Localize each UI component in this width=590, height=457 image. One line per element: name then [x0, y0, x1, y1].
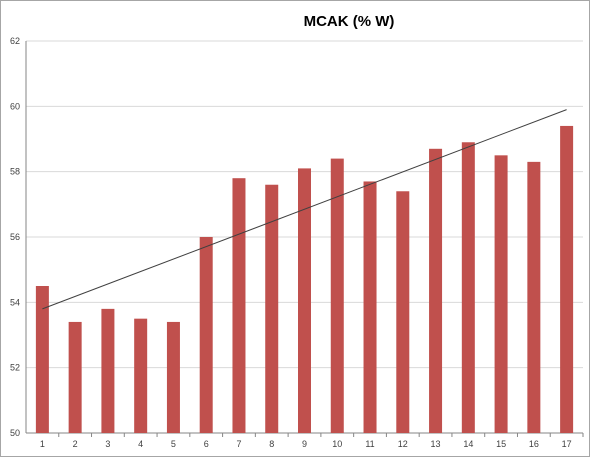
x-tick-label: 10 [332, 439, 342, 449]
bar [134, 318, 148, 433]
bar [199, 237, 213, 433]
x-tick-label: 3 [105, 439, 110, 449]
x-tick-label: 4 [138, 439, 143, 449]
trendline-group [42, 109, 567, 310]
bar [166, 321, 180, 433]
y-tick-label: 60 [10, 101, 20, 111]
bar [560, 125, 574, 433]
y-tick-label: 54 [10, 297, 20, 307]
y-tick-label: 56 [10, 232, 20, 242]
y-tick-label: 62 [10, 36, 20, 46]
bar [396, 191, 410, 433]
bar [363, 181, 377, 433]
x-tick-label: 17 [562, 439, 572, 449]
x-tick-label: 6 [204, 439, 209, 449]
x-tick-label: 8 [269, 439, 274, 449]
x-tick-label: 5 [171, 439, 176, 449]
bar [429, 148, 443, 434]
x-tick-label: 2 [73, 439, 78, 449]
y-tick-labels: 50 52 54 56 58 60 62 [10, 36, 20, 438]
bar [494, 155, 508, 434]
bar [68, 321, 82, 433]
x-tick-label: 9 [302, 439, 307, 449]
x-tick-label: 13 [431, 439, 441, 449]
trendline [42, 109, 567, 310]
y-tick-label: 58 [10, 167, 20, 177]
x-tick-label: 14 [463, 439, 473, 449]
y-tick-label: 52 [10, 363, 20, 373]
bar [35, 286, 49, 433]
bar [232, 178, 246, 433]
bar [265, 184, 279, 433]
x-tick-label: 15 [496, 439, 506, 449]
bar [527, 161, 541, 433]
bar [101, 308, 115, 433]
x-tick-label: 16 [529, 439, 539, 449]
x-tick-label: 1 [40, 439, 45, 449]
x-tick-labels: 1 2 3 4 5 6 7 8 9 10 11 12 13 14 15 16 17 [40, 439, 572, 449]
x-tick-label: 11 [365, 439, 374, 449]
bar [461, 142, 475, 433]
y-tick-label: 50 [10, 428, 20, 438]
x-tick-label: 7 [236, 439, 241, 449]
chart-title: MCAK (% W) [304, 13, 395, 30]
bar [330, 158, 344, 433]
bar [298, 168, 311, 433]
x-tick-label: 12 [398, 439, 408, 449]
bars [35, 125, 574, 434]
